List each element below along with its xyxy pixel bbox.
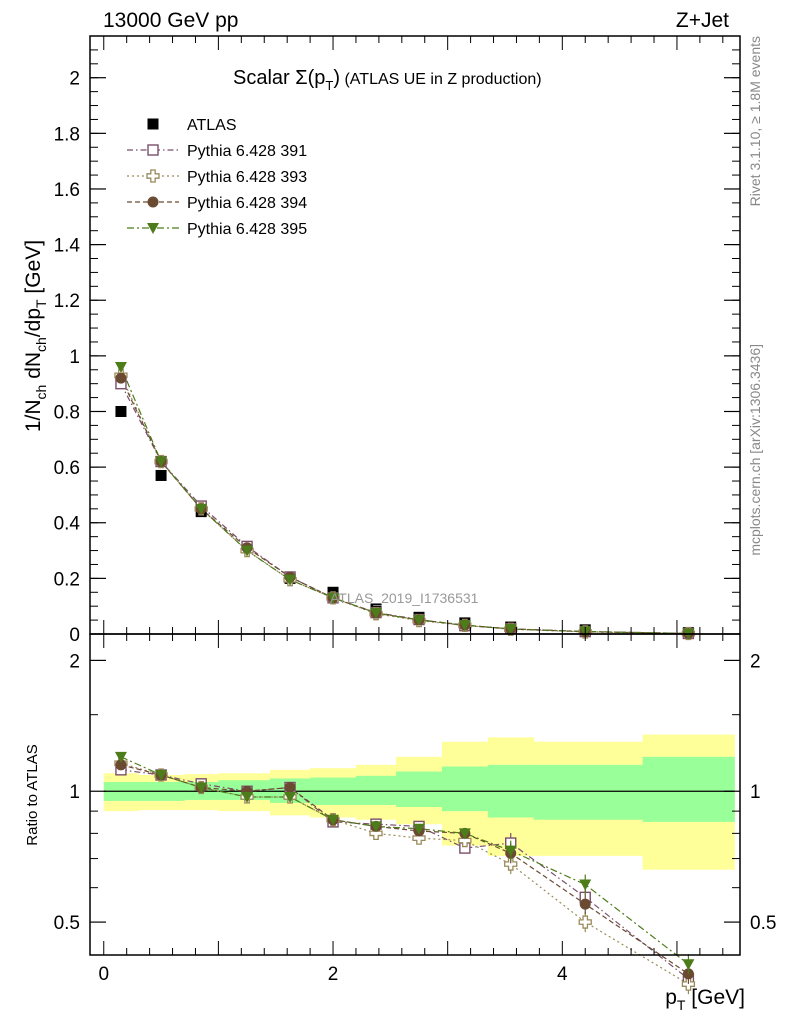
ratio-data-point [195, 782, 208, 794]
ratio-data-point [114, 751, 127, 763]
ratio-data-point [241, 791, 254, 803]
ratio-data-point [504, 857, 518, 871]
y-tick-label: 0 [69, 625, 80, 646]
ratio-y-tick-label: 1 [69, 782, 80, 803]
ratio-data-point [579, 879, 592, 891]
legend-label: Pythia 6.428 391 [187, 143, 307, 160]
ratio-data-point [284, 791, 297, 803]
uncertainty-band-green [396, 771, 443, 807]
header-left: 13000 GeV pp [103, 9, 238, 32]
ratio-y-tick-label-right: 2 [750, 651, 761, 672]
x-tick-label: 0 [98, 964, 109, 985]
x-tick-label: 2 [328, 964, 339, 985]
y-tick-label: 0.4 [54, 514, 81, 535]
y-tick-label: 0.6 [54, 458, 80, 479]
ratio-data-point [413, 823, 426, 835]
data-point [284, 574, 297, 586]
analysis-watermark: ATLAS_2019_I1736531 [330, 590, 479, 606]
legend-label: Pythia 6.428 395 [187, 221, 307, 238]
y-tick-label: 0.8 [54, 402, 80, 423]
data-point [504, 623, 517, 635]
ratio-data-point [284, 781, 296, 793]
y-tick-label: 0.2 [54, 569, 80, 590]
data-point [370, 607, 383, 619]
header-right: Z+Jet [676, 9, 729, 32]
data-point [413, 615, 426, 627]
ratio-series-line [120, 756, 689, 965]
data-point [155, 469, 167, 481]
ratio-data-point [504, 845, 517, 857]
ratio-data-point [682, 959, 695, 971]
data-point [115, 372, 127, 384]
ratio-panel: 0 2 4 0.5 0.5 1 1 2 2 [54, 36, 776, 995]
legend-label: Pythia 6.428 394 [187, 195, 307, 212]
data-point [155, 456, 168, 468]
y-tick-label: 1 [69, 347, 80, 368]
legend-marker [147, 196, 159, 208]
main-ylabel: 1/Nch dNch/dpT [GeV] [22, 240, 49, 432]
data-point [458, 620, 471, 632]
uncertainty-band-green [355, 775, 397, 805]
ratio-data-point [115, 759, 127, 771]
data-point [327, 592, 340, 604]
ratio-y-tick-label-right: 1 [750, 782, 761, 803]
ratio-y-tick-label: 0.5 [54, 913, 80, 934]
legend-marker [147, 223, 159, 234]
ratio-plot-frame [89, 633, 741, 956]
mcplots-label: mcplots.cern.ch [arXiv:1306.3436] [747, 344, 763, 556]
ratio-data-point [327, 814, 340, 826]
uncertainty-band-green [441, 766, 489, 812]
ratio-data-point [155, 769, 168, 781]
y-tick-label: 1.4 [54, 236, 81, 257]
ratio-data-point [579, 898, 591, 910]
data-point [115, 405, 127, 417]
y-tick-label: 1.2 [54, 291, 80, 312]
y-tick-label: 1.6 [54, 180, 80, 201]
main-title: Scalar Σ(pT) (ATLAS UE in Z production) [233, 67, 542, 93]
legend-label: ATLAS [187, 117, 237, 134]
x-tick-label: 4 [557, 964, 568, 985]
legend-marker [146, 169, 160, 183]
x-axis-label: pT [GeV] [665, 986, 745, 1013]
legend-marker [147, 118, 159, 130]
ratio-y-tick-label-right: 0.5 [750, 913, 776, 934]
ratio-ylabel: Ratio to ATLAS [24, 744, 41, 845]
ratio-data-point [370, 821, 383, 833]
ratio-data-point [681, 977, 696, 991]
ratio-data-point [458, 828, 471, 840]
legend-marker [147, 144, 159, 156]
legend-label: Pythia 6.428 393 [187, 169, 307, 186]
ratio-data-point [578, 915, 592, 929]
data-point [195, 503, 208, 515]
data-point [114, 361, 127, 373]
data-point [241, 545, 254, 557]
uncertainty-band-green [642, 756, 735, 822]
uncertainty-band-green [533, 764, 644, 820]
main-panel: ATLAS_2019_I1736531 0 0.2 0.4 0.6 0.8 1 1.2 1.4 1… [54, 35, 741, 646]
y-tick-label: 1.8 [54, 124, 80, 145]
series-line [120, 366, 689, 635]
y-tick-label: 2 [69, 69, 80, 90]
ratio-y-tick-label: 2 [69, 651, 80, 672]
rivet-label: Rivet 3.1.10, ≥ 1.8M events [747, 36, 763, 206]
